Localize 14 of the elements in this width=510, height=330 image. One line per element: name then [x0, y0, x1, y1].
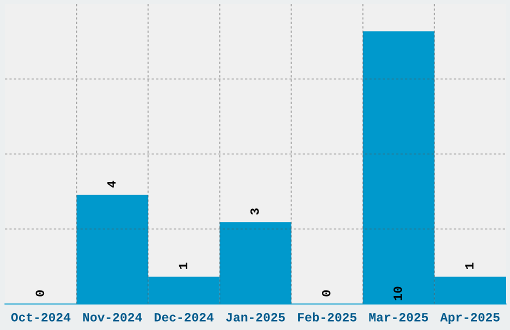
x-tick-label: Oct-2024: [11, 313, 70, 322]
data-label: 10: [394, 286, 402, 300]
x-tick-label: Jan-2025: [226, 313, 285, 322]
x-tick-label: Mar-2025: [369, 313, 428, 322]
x-tick-label: Apr-2025: [440, 313, 500, 324]
data-label: 1: [465, 262, 474, 269]
data-label: 0: [36, 290, 44, 296]
data-label: 3: [250, 208, 259, 215]
x-tick-label: Dec-2024: [154, 313, 214, 322]
data-label: 1: [178, 262, 188, 269]
data-label: 0: [322, 290, 330, 296]
data-label: 4: [107, 180, 116, 188]
x-tick-label: Nov-2024: [83, 313, 142, 322]
x-tick-label: Feb-2025: [298, 312, 356, 322]
